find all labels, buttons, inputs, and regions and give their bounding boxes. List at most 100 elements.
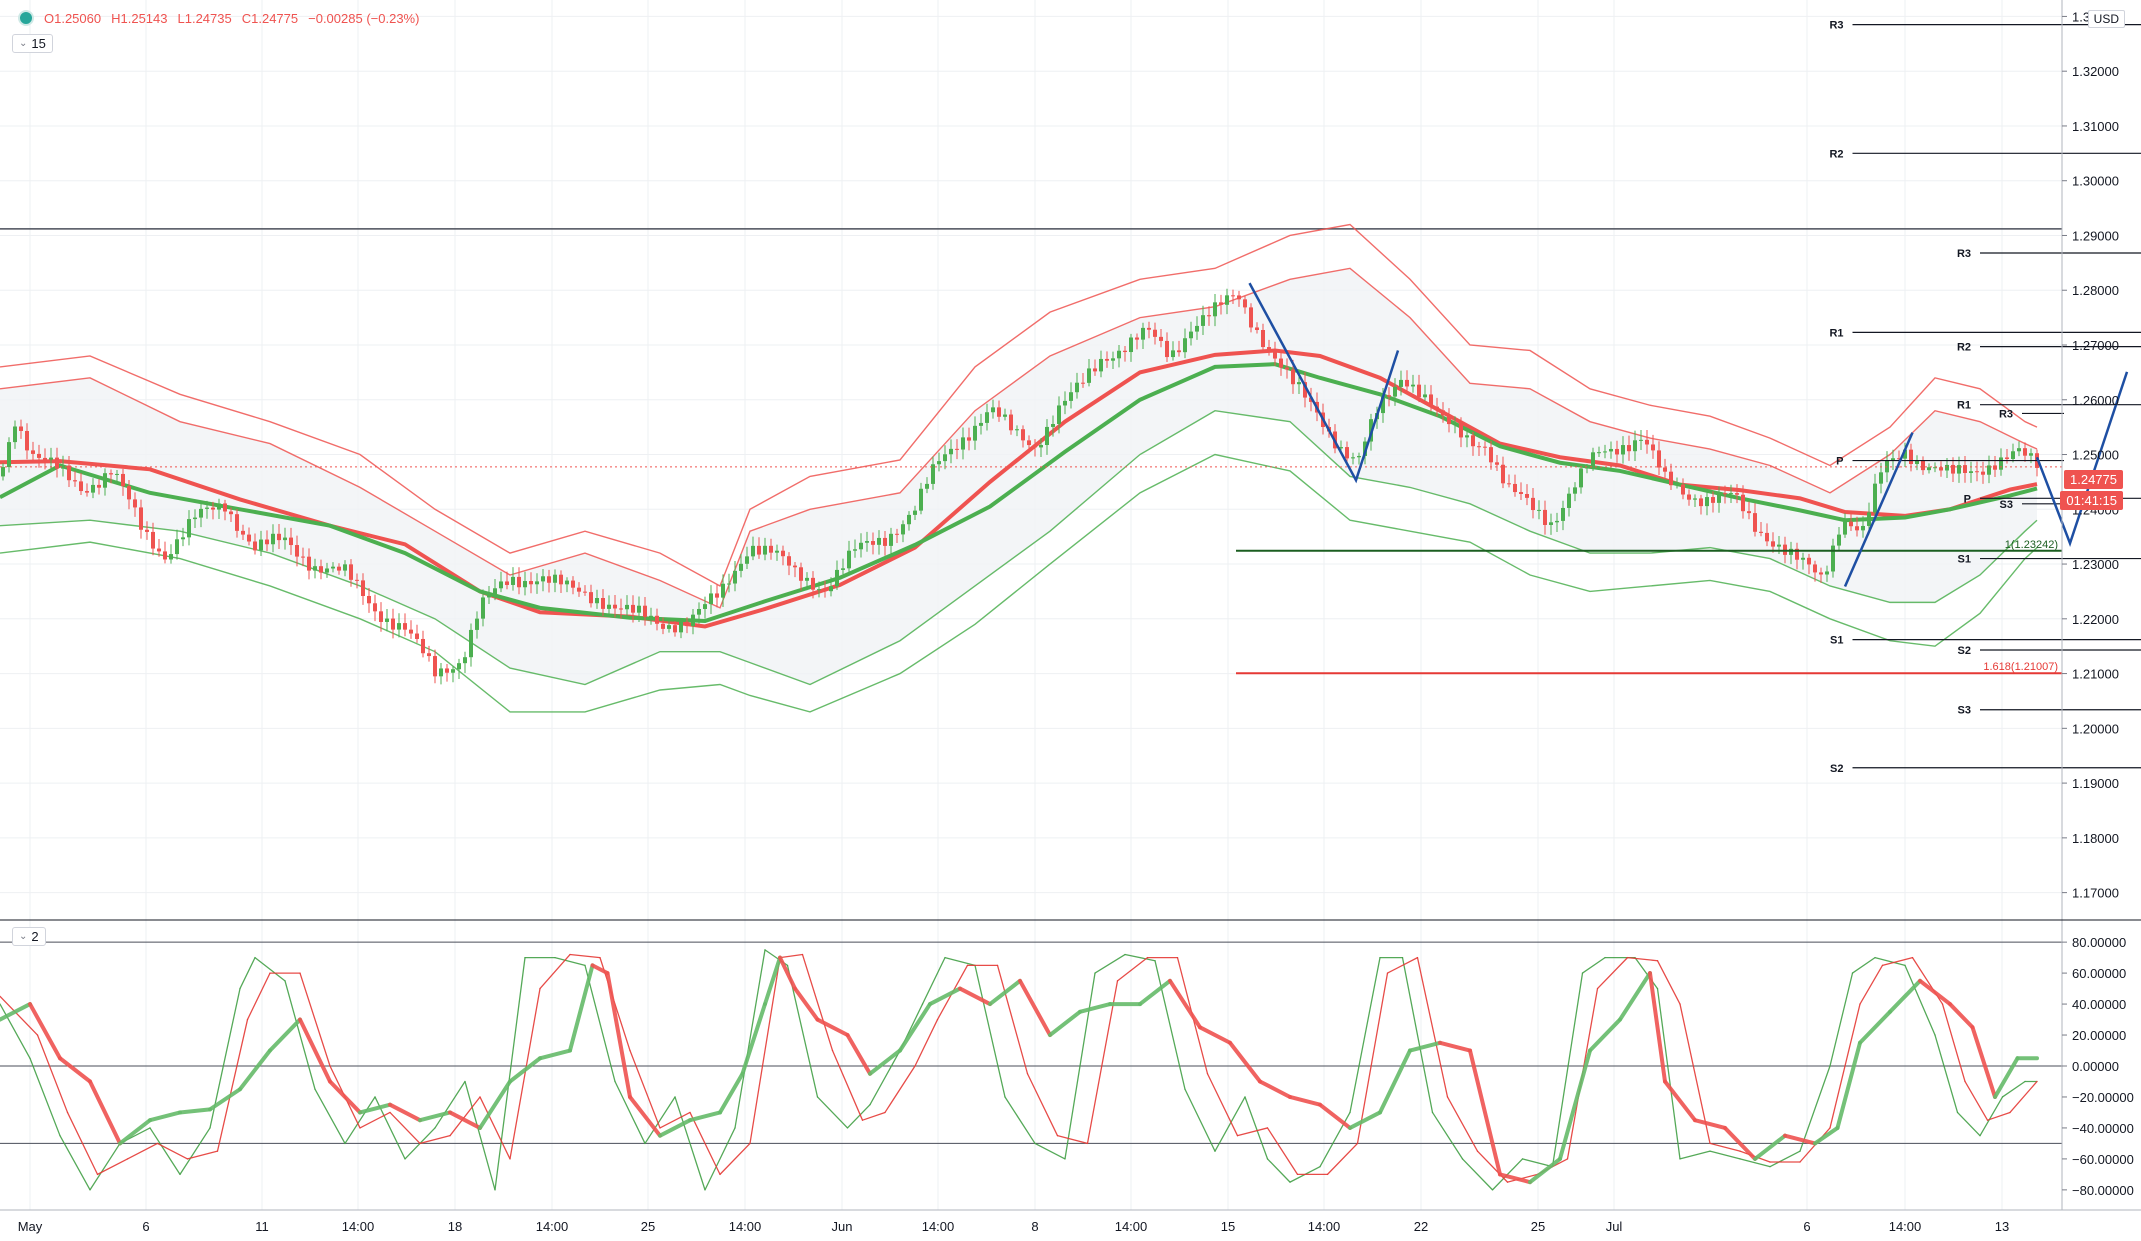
candle-body [1759,531,1763,533]
candle-body [1087,368,1091,383]
symbol-icon[interactable] [18,10,34,26]
candle-body [1189,331,1193,339]
osc-thick [1078,1002,1112,1014]
candle-body [1201,315,1205,326]
candle-body [835,569,839,587]
candle-body [283,537,287,541]
osc-thin-red [126,1142,159,1160]
candle-body [697,608,701,615]
candle-body [793,565,797,568]
osc-thick [448,1110,482,1130]
candle-body [1801,557,1805,560]
interval-selector[interactable]: ⌄ 15 [12,34,53,53]
legend-close: C1.24775 [241,10,299,26]
osc-thin-red [246,972,271,1021]
candle-body [391,618,395,630]
x-tick-label: 14:00 [1889,1219,1922,1234]
candle-body [643,605,647,617]
candle-body [1405,379,1409,387]
candle-body [1291,369,1295,385]
osc-thick [118,1118,152,1146]
candle-body [37,453,41,458]
candle-body [865,541,869,543]
osc-thick [845,1033,872,1076]
candle-body [1693,498,1697,500]
candle-body [1261,330,1265,348]
candle-body [307,556,311,571]
candle-body [1411,384,1415,387]
y-tick-label: 1.28000 [2072,283,2119,298]
osc-thin-green [1521,1158,1554,1168]
pivot-label-R3: R3 [1829,20,1843,32]
osc-thick [793,986,820,1022]
candle-body [229,511,233,515]
pivot-label-S1: S1 [1830,635,1843,647]
osc-thick [1858,1009,1892,1045]
candle-body [1267,347,1271,350]
currency-label[interactable]: USD [2087,10,2125,28]
osc-thick [1438,1040,1472,1053]
candle-body [1345,447,1349,459]
candle-body [295,545,299,557]
x-tick-label: 22 [1414,1219,1428,1234]
x-tick-label: 6 [1803,1219,1810,1234]
candle-body [505,581,509,585]
candle-body [205,507,209,509]
candle-body [319,566,323,573]
osc-thick [1528,1156,1562,1185]
candle-body [1351,457,1355,459]
candle-body [367,595,371,604]
candle-body [1945,464,1949,471]
candle-body [409,629,413,634]
candle-body [1687,494,1691,500]
osc-thick [1228,1040,1262,1084]
candle-body [907,514,911,525]
candle-body [163,551,167,560]
candle-body [475,618,479,630]
pivot-label-S3: S3 [1958,705,1971,717]
oscillator-selector[interactable]: ⌄ 2 [12,927,46,946]
osc-thick [1648,971,1667,1084]
candle-body [313,566,317,571]
candle-body [499,581,503,589]
candle-body [1015,429,1019,431]
candle-body [703,604,707,609]
osc-thin-green [1184,1088,1216,1152]
candle-body [1741,494,1745,512]
price-pane[interactable]: R3 R2 R1 P S1 S2 R3 R2 R1 P S1 S2 S3 R3 S3 1(1.23242) 1.… [0,20,2141,775]
osc-thin-green [494,956,526,1191]
candle-body [925,483,929,489]
candle-body [1,467,5,477]
x-tick-label: 15 [1221,1219,1235,1234]
osc-thin-red [186,1150,219,1160]
candle-body [1609,448,1613,452]
candle-body [511,576,515,585]
osc-thick [1993,1056,2020,1099]
osc-thin-green [89,1142,121,1191]
osc-thin-green [0,1003,31,1059]
candle-body [349,564,353,580]
osc-thick [718,1071,745,1115]
osc-thin-green [614,1080,646,1145]
candle-body [67,465,71,481]
candle-body [1951,464,1955,474]
osc-thin-green [1851,956,1876,974]
candle-body [1543,509,1547,525]
candle-body [889,533,893,546]
osc-thin-red [2009,1080,2038,1114]
oscillator-label: 2 [31,929,39,944]
candle-body [1531,497,1535,511]
candle-body [139,507,143,530]
series-red-outer-band [0,223,2038,587]
candle-body [997,407,1001,417]
osc-thick [815,1017,850,1038]
candle-body [1219,302,1223,305]
candle-body [1495,462,1499,465]
osc-thick [1288,1094,1322,1107]
osc-thin-green [344,1096,376,1145]
oscillator-pane[interactable] [0,941,2062,1191]
candle-body [1117,350,1121,359]
candle-body [1699,498,1703,507]
osc-thick [898,1002,932,1053]
